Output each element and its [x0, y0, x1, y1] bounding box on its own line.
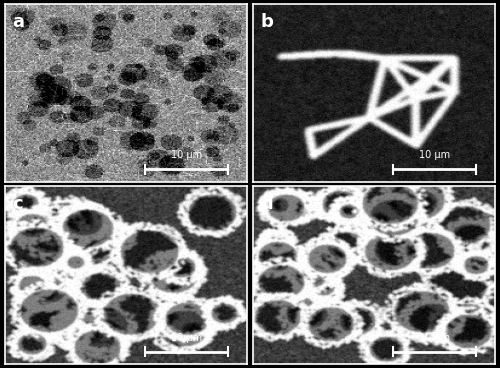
Text: 10 μm: 10 μm — [171, 151, 202, 160]
Text: a: a — [12, 13, 24, 31]
Text: d: d — [260, 195, 273, 213]
Text: 10 μm: 10 μm — [171, 333, 202, 343]
Text: 10 μm: 10 μm — [419, 151, 450, 160]
Text: 10 μm: 10 μm — [419, 333, 450, 343]
Text: c: c — [12, 195, 23, 213]
Text: b: b — [260, 13, 273, 31]
